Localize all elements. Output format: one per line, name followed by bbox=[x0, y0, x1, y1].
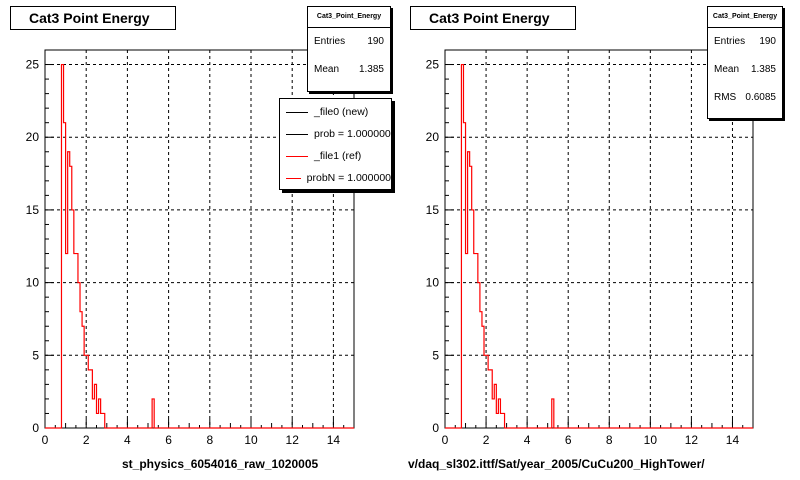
right-y-tick-label: 0 bbox=[432, 421, 439, 435]
left-y-tick-label: 0 bbox=[32, 421, 39, 435]
legend-label: _file1 (ref) bbox=[314, 150, 362, 162]
right-x-tick-label: 4 bbox=[524, 433, 531, 447]
right-x-tick-label: 14 bbox=[726, 433, 740, 447]
right-stats-row-entries: Entries 190 bbox=[708, 28, 782, 56]
left-x-tick-label: 0 bbox=[42, 433, 49, 447]
right-y-tick-label: 20 bbox=[426, 130, 440, 144]
legend-swatch bbox=[286, 155, 308, 157]
left-legend: _file0 (new) prob = 1.000000 _file1 (ref… bbox=[279, 98, 392, 190]
legend-swatch bbox=[286, 111, 308, 113]
left-stats-entries-label: Entries bbox=[314, 36, 346, 47]
right-x-tick-label: 6 bbox=[565, 433, 572, 447]
left-x-tick-label: 10 bbox=[244, 433, 258, 447]
right-stats-entries-label: Entries bbox=[714, 36, 746, 47]
left-stats-box: Cat3_Point_Energy Entries 190 Mean 1.385 bbox=[307, 6, 391, 92]
right-x-tick-label: 8 bbox=[606, 433, 613, 447]
legend-item-probN: probN = 1.000000 bbox=[280, 167, 391, 189]
right-y-tick-label: 25 bbox=[426, 58, 440, 72]
left-x-tick-label: 14 bbox=[327, 433, 341, 447]
left-x-tick-label: 4 bbox=[124, 433, 131, 447]
right-stats-row-rms: RMS 0.6085 bbox=[708, 84, 782, 112]
right-y-tick-label: 10 bbox=[426, 276, 440, 290]
right-y-tick-label: 5 bbox=[432, 348, 439, 362]
left-stats-row-entries: Entries 190 bbox=[308, 28, 390, 56]
left-stats-entries-value: 190 bbox=[367, 36, 384, 47]
right-y-tick-label: 15 bbox=[426, 203, 440, 217]
left-x-tick-label: 2 bbox=[83, 433, 90, 447]
left-stats-row-mean: Mean 1.385 bbox=[308, 56, 390, 84]
left-x-axis-label: st_physics_6054016_raw_1020005 bbox=[122, 457, 319, 471]
right-x-tick-label: 2 bbox=[483, 433, 490, 447]
left-y-tick-label: 5 bbox=[32, 348, 39, 362]
left-x-tick-label: 6 bbox=[165, 433, 172, 447]
right-x-tick-label: 0 bbox=[442, 433, 449, 447]
left-y-tick-label: 25 bbox=[26, 58, 40, 72]
left-stats-name: Cat3_Point_Energy bbox=[308, 7, 390, 28]
left-y-tick-label: 15 bbox=[26, 203, 40, 217]
right-stats-rms-value: 0.6085 bbox=[745, 92, 776, 103]
left-x-tick-label: 8 bbox=[206, 433, 213, 447]
left-chart-title: Cat3 Point Energy bbox=[10, 6, 176, 30]
left-x-tick-label: 12 bbox=[286, 433, 300, 447]
right-stats-row-mean: Mean 1.385 bbox=[708, 56, 782, 84]
left-y-tick-label: 20 bbox=[26, 130, 40, 144]
legend-label: prob = 1.000000 bbox=[314, 128, 391, 140]
right-x-tick-label: 12 bbox=[685, 433, 699, 447]
right-x-tick-label: 10 bbox=[644, 433, 658, 447]
right-histogram-series bbox=[445, 63, 753, 429]
left-y-tick-label: 10 bbox=[26, 276, 40, 290]
right-stats-box: Cat3_Point_Energy Entries 190 Mean 1.385… bbox=[707, 6, 783, 119]
right-stats-rms-label: RMS bbox=[714, 92, 737, 103]
legend-label: _file0 (new) bbox=[314, 106, 369, 118]
left-stats-mean-value: 1.385 bbox=[358, 64, 384, 75]
legend-label: probN = 1.000000 bbox=[306, 172, 391, 184]
legend-swatch bbox=[286, 133, 308, 135]
right-x-axis-label: v/daq_sl302.ittf/Sat/year_2005/CuCu200_H… bbox=[408, 457, 705, 471]
right-chart-title: Cat3 Point Energy bbox=[410, 6, 576, 30]
legend-item-file1: _file1 (ref) bbox=[280, 145, 391, 167]
legend-item-prob: prob = 1.000000 bbox=[280, 123, 391, 145]
right-stats-mean-label: Mean bbox=[714, 64, 740, 75]
legend-swatch bbox=[286, 177, 301, 179]
right-stats-entries-value: 190 bbox=[759, 36, 776, 47]
right-stats-mean-value: 1.385 bbox=[750, 64, 776, 75]
left-histogram-series bbox=[45, 63, 354, 429]
left-stats-mean-label: Mean bbox=[314, 64, 340, 75]
right-stats-name: Cat3_Point_Energy bbox=[708, 7, 782, 28]
legend-item-file0: _file0 (new) bbox=[280, 101, 391, 123]
right-plot-frame bbox=[444, 49, 754, 429]
